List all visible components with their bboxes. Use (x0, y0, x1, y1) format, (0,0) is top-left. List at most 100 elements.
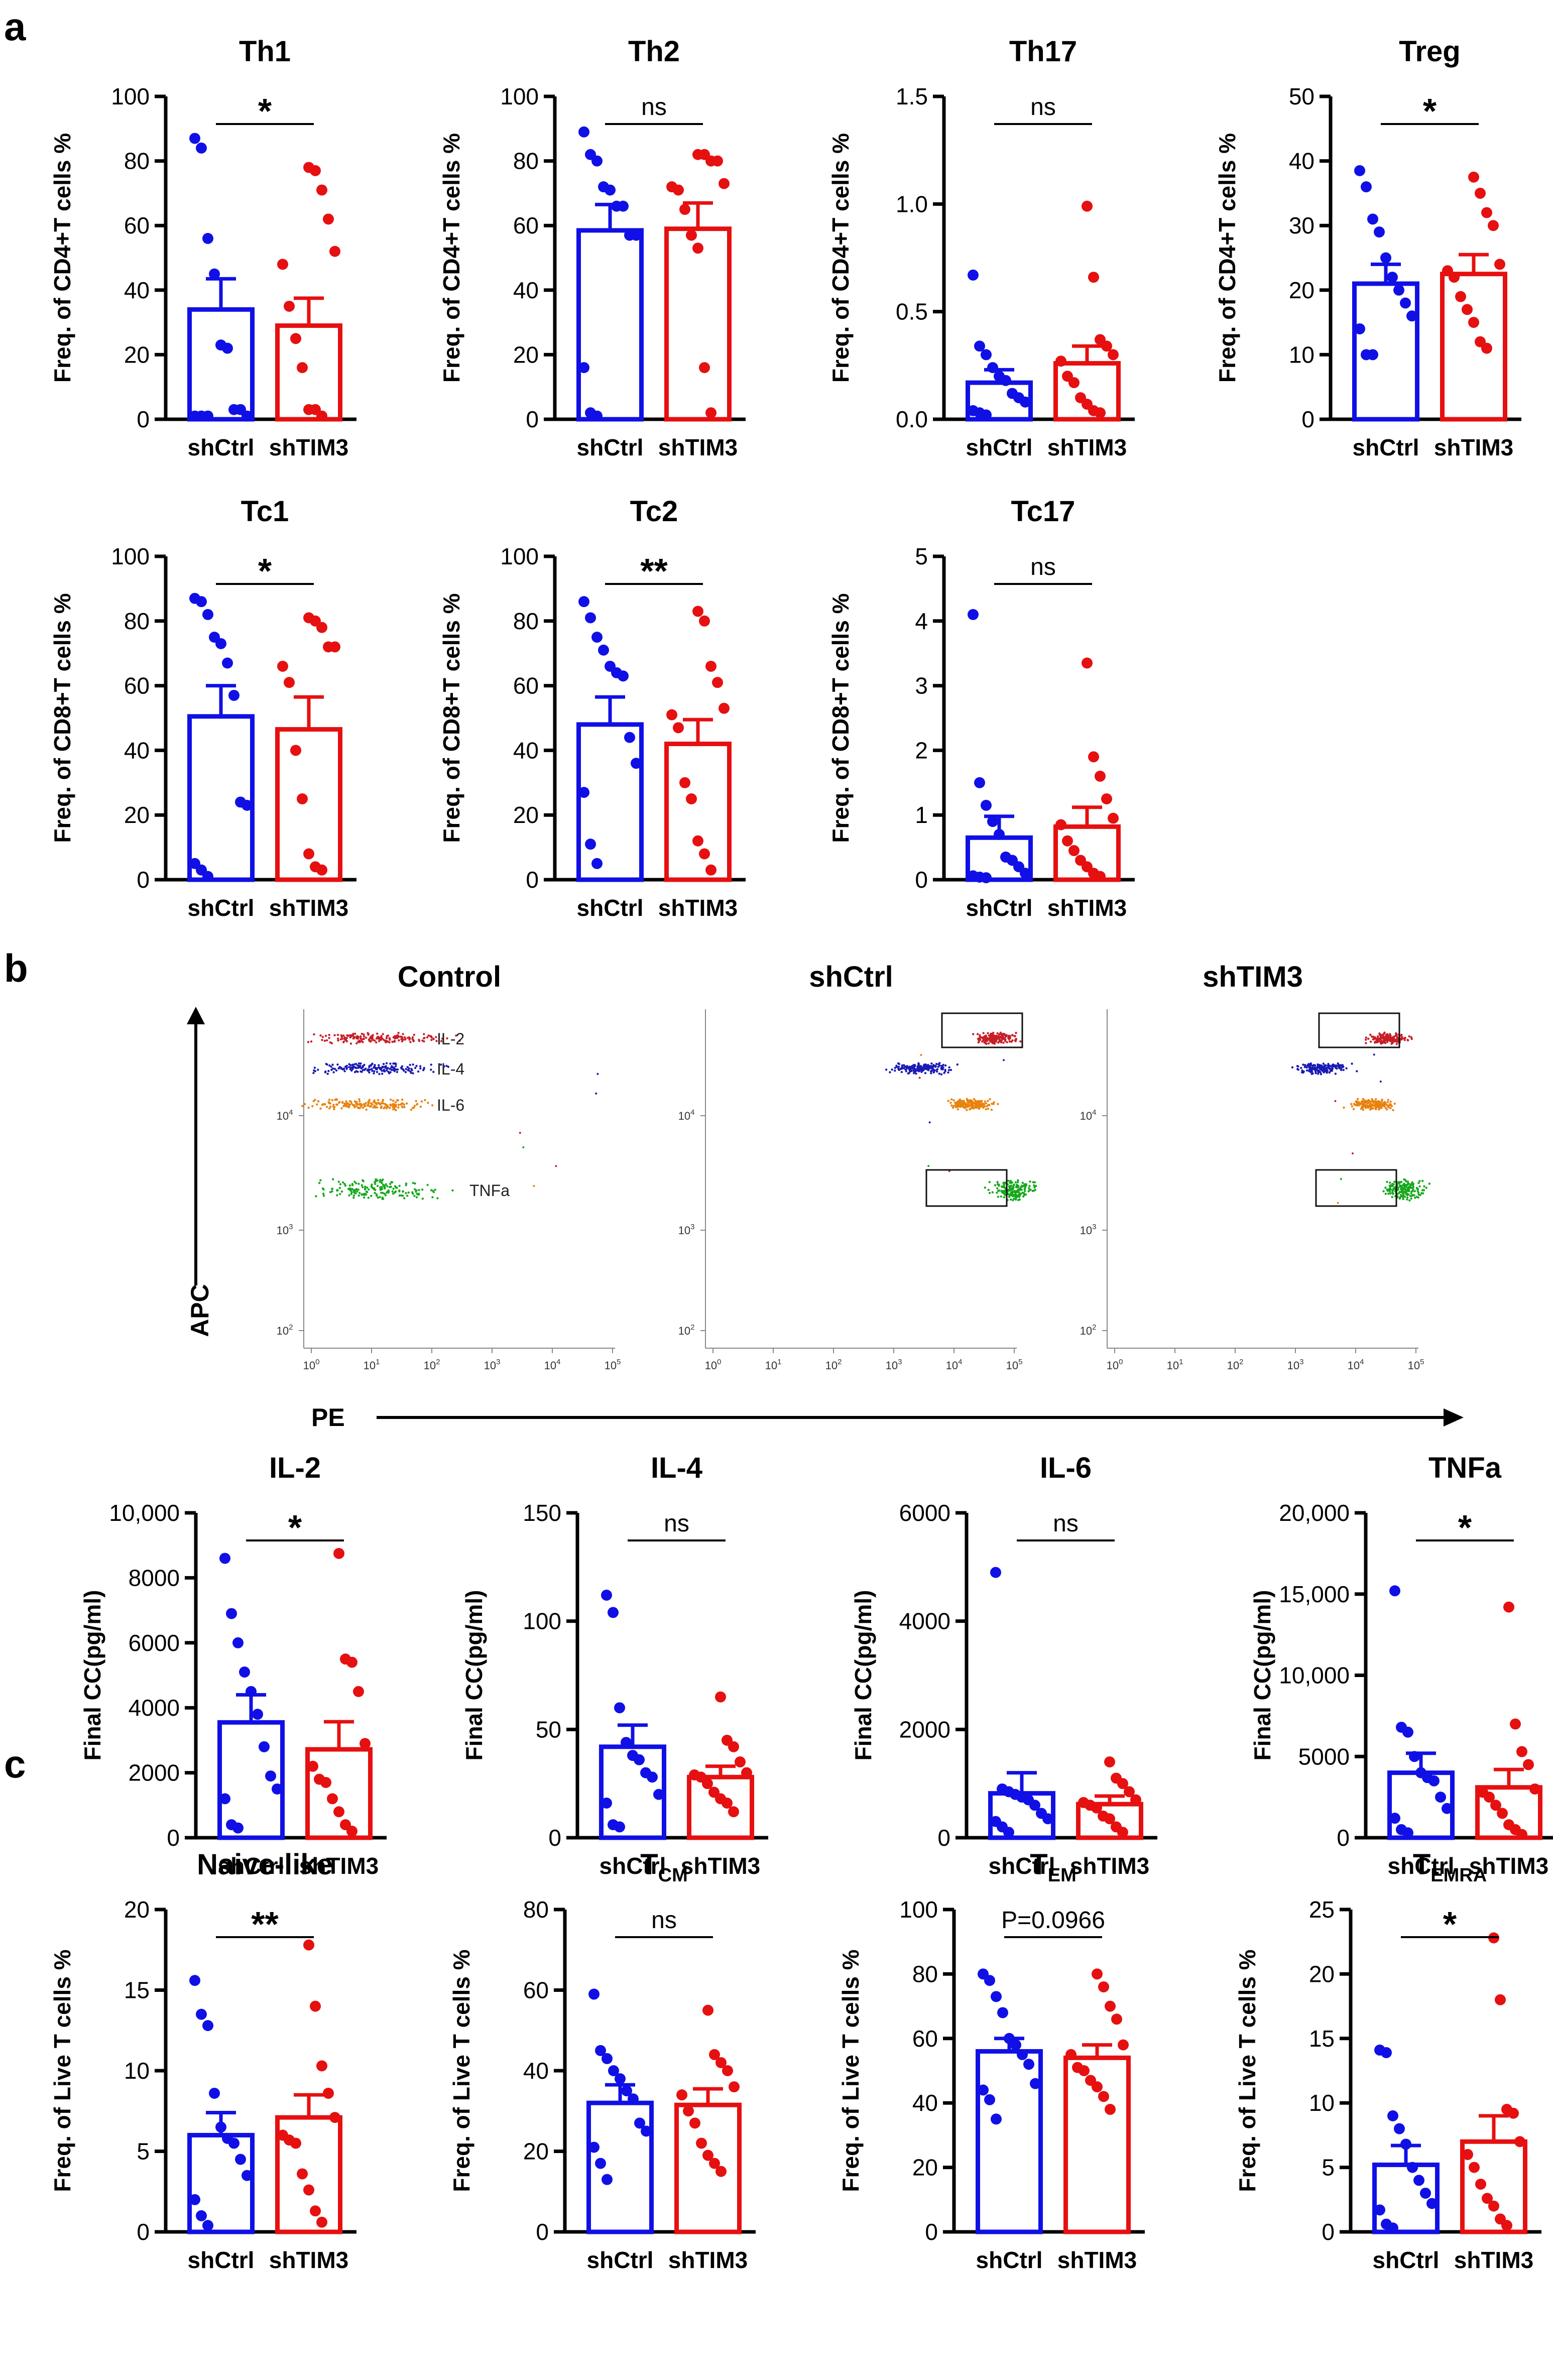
tick-base: 10 (277, 1325, 289, 1337)
flow-event (1384, 1102, 1386, 1105)
flow-event (1367, 1037, 1370, 1040)
tick-exp: 2 (838, 1358, 842, 1366)
flow-event (986, 1105, 988, 1108)
flow-event (1035, 1184, 1037, 1187)
flow-event (415, 1196, 418, 1199)
flow-event (371, 1063, 374, 1065)
chart-title-text: Tc17 (1011, 495, 1076, 528)
flow-event (1383, 1036, 1385, 1039)
flow-event (356, 1066, 360, 1069)
data-point (591, 155, 603, 167)
flow-event (385, 1103, 387, 1106)
flow-event (345, 1040, 348, 1043)
flow-event (426, 1183, 429, 1186)
flow-event (338, 1101, 341, 1103)
flow-event (377, 1197, 380, 1199)
data-point (1400, 2138, 1411, 2150)
flow-event (1012, 1184, 1015, 1187)
flow-event (353, 1104, 355, 1107)
chart-title: IL-2 (269, 1452, 321, 1484)
chart-title-text: IL-4 (651, 1452, 702, 1484)
flow-event (1382, 1190, 1385, 1193)
flow-event (431, 1104, 434, 1107)
flow-event (1369, 1040, 1372, 1043)
tick-exp: 2 (436, 1358, 440, 1366)
y-tick-label: 0 (1301, 406, 1315, 432)
flow-event (1360, 1108, 1362, 1110)
flow-event (366, 1191, 368, 1193)
x-tick-label: shTIM3 (1469, 1853, 1548, 1879)
flow-event (400, 1103, 402, 1106)
flow-event (1028, 1187, 1030, 1189)
flow-event (1381, 1035, 1384, 1037)
data-point (316, 410, 327, 422)
flow-event (1416, 1187, 1418, 1190)
y-tick-label: 0.5 (896, 299, 928, 325)
flow-event (1301, 1069, 1303, 1072)
y-tick-label: 0 (137, 406, 150, 432)
flow-event (1389, 1034, 1392, 1036)
data-point (1101, 340, 1112, 352)
flow-event (997, 1041, 1000, 1044)
flow-event (964, 1102, 967, 1105)
flow-event (996, 1037, 999, 1040)
flow-event (362, 1041, 364, 1043)
flow-y-tick-label: 104 (277, 1108, 293, 1122)
flow-event (336, 1194, 338, 1197)
flow-event (1315, 1072, 1317, 1075)
flow-event (1024, 1189, 1026, 1193)
y-tick-label: 2000 (899, 1716, 950, 1742)
data-point (595, 2045, 606, 2056)
data-point (968, 269, 979, 281)
flow-event (381, 1181, 383, 1184)
chart-Th17: Th17 0.0 0.5 1.0 1.5 Freq. of CD4+T cells % sh… (827, 35, 1135, 460)
flow-event (331, 1178, 334, 1180)
flow-event (382, 1183, 385, 1186)
data-point (1023, 2059, 1034, 2070)
flow-event (949, 1102, 952, 1104)
flow-event (1417, 1192, 1420, 1194)
flow-event (954, 1102, 957, 1104)
flow-event (393, 1106, 396, 1108)
flow-event (964, 1105, 967, 1108)
data-point (1426, 2198, 1438, 2209)
flow-event (362, 1186, 364, 1188)
flow-event (899, 1067, 902, 1070)
data-point (1462, 2149, 1473, 2160)
flow-event (885, 1068, 888, 1071)
flow-event (326, 1073, 329, 1075)
flow-event (342, 1034, 345, 1037)
flow-event (370, 1195, 373, 1197)
flow-event (1337, 1202, 1339, 1204)
flow-event (969, 1108, 972, 1110)
y-tick-label: 1.0 (896, 191, 928, 217)
data-point (196, 2008, 207, 2020)
flow-event (349, 1187, 351, 1190)
flow-event (376, 1032, 379, 1035)
flow-event (362, 1179, 364, 1181)
y-tick-label: 0 (1337, 1825, 1350, 1851)
data-point (1124, 1786, 1135, 1798)
flow-event (915, 1073, 917, 1075)
flow-event (1402, 1198, 1404, 1201)
data-point (1516, 1746, 1527, 1757)
flow-event (374, 1039, 376, 1042)
flow-event (392, 1062, 395, 1065)
chart-title: Tc2 (630, 495, 678, 528)
flow-event (1388, 1188, 1390, 1191)
data-point (1003, 1827, 1014, 1838)
flow-event (353, 1190, 356, 1193)
flow-event (368, 1071, 371, 1074)
flow-event (1410, 1183, 1412, 1185)
y-tick-label: 40 (513, 737, 539, 763)
flow-event (352, 1197, 355, 1199)
y-tick-label: 0 (925, 2219, 938, 2245)
flow-event (1406, 1180, 1409, 1183)
flow-event (998, 1189, 1001, 1192)
flow-event (1001, 1185, 1004, 1188)
x-tick-label: shCtrl (1353, 434, 1419, 460)
flow-event (1362, 1098, 1365, 1101)
flow-event (1003, 1184, 1005, 1187)
data-point (1017, 2049, 1028, 2060)
